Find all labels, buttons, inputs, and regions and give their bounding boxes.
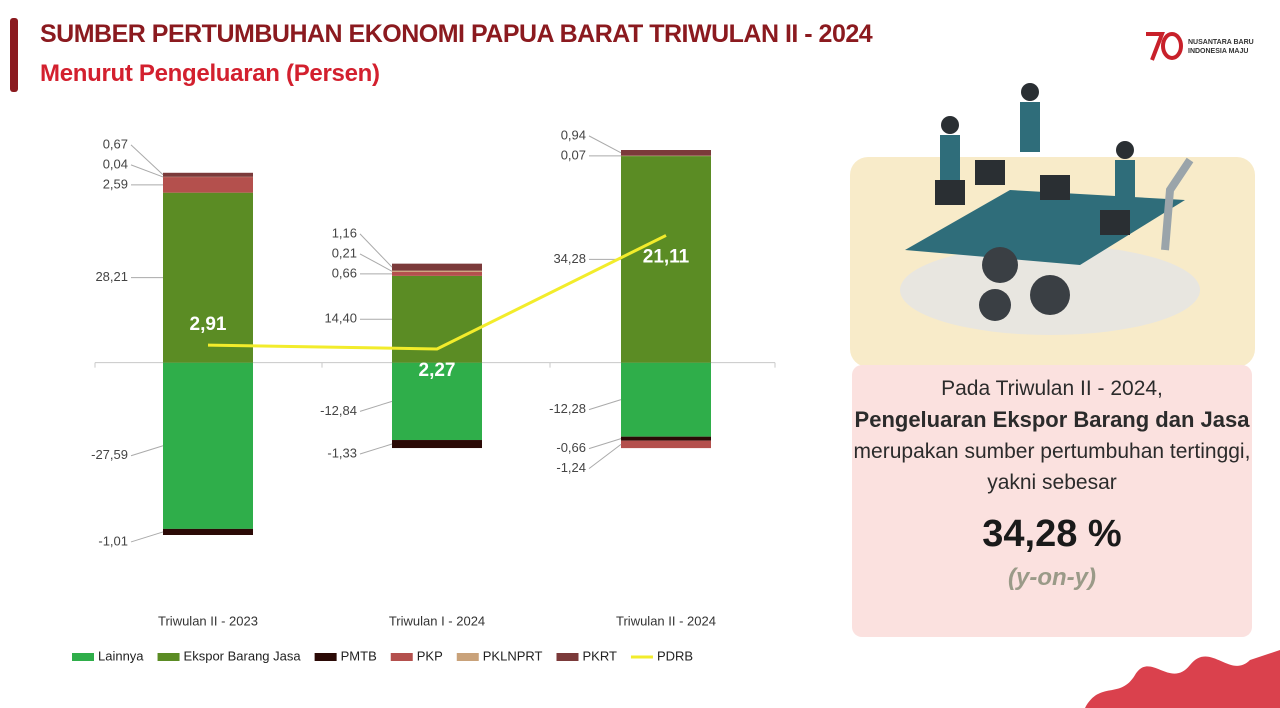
logo-nine — [1161, 32, 1183, 60]
data-label: 0,67 — [103, 136, 128, 151]
worker — [940, 135, 960, 180]
data-label: -27,59 — [91, 447, 128, 462]
worker — [1021, 83, 1039, 101]
data-label: 1,16 — [332, 225, 357, 240]
data-label: -1,01 — [98, 533, 128, 548]
logo-text: NUSANTARA BARU INDONESIA MAJU — [1188, 39, 1254, 55]
x-tick-label: Triwulan II - 2024 — [616, 613, 716, 628]
panel-text: merupakan sumber pertumbuhan tertinggi, … — [853, 440, 1251, 494]
summary-panel: Pada Triwulan II - 2024, Pengeluaran Eks… — [852, 365, 1252, 637]
x-tick-label: Triwulan I - 2024 — [389, 613, 485, 628]
line-label: 2,27 — [419, 360, 456, 381]
legend-label: PKRT — [583, 648, 617, 663]
data-label: 0,04 — [103, 156, 128, 171]
legend-swatch — [72, 653, 94, 661]
leader-line — [130, 531, 164, 543]
leader-line — [588, 443, 622, 470]
box — [1040, 175, 1070, 200]
bar-segment — [163, 172, 253, 177]
bar-segment — [621, 440, 711, 449]
gear — [979, 289, 1011, 321]
data-label: 14,40 — [324, 311, 357, 326]
box — [935, 180, 965, 205]
worker — [1116, 141, 1134, 159]
logo-mark — [1146, 32, 1183, 61]
leader-line — [130, 445, 164, 457]
data-label: -12,84 — [320, 403, 357, 418]
bar-segment — [163, 362, 253, 529]
data-label: 0,07 — [561, 147, 586, 162]
bar-segment — [392, 271, 482, 276]
leader-line — [588, 399, 622, 411]
leader-line — [359, 400, 393, 412]
worker — [941, 116, 959, 134]
decor-wave — [1085, 650, 1280, 708]
logo-seven — [1146, 32, 1165, 61]
legend-label: PDRB — [657, 648, 693, 663]
gear — [1030, 275, 1070, 315]
gear — [982, 247, 1018, 283]
box — [1100, 210, 1130, 235]
bar-segment — [163, 177, 253, 193]
leader-line — [588, 438, 622, 450]
bar-segment — [621, 436, 711, 441]
legend-swatch — [556, 653, 579, 661]
legend-label: PKLNPRT — [483, 648, 543, 663]
legend-label: PMTB — [341, 648, 377, 663]
legend-label: Lainnya — [98, 648, 144, 663]
leader-line — [359, 443, 393, 455]
data-label: -1,24 — [556, 460, 586, 475]
data-label: 34,28 — [553, 251, 586, 266]
title: SUMBER PERTUMBUHAN EKONOMI PAPUA BARAT T… — [40, 20, 873, 48]
bar-segment — [392, 440, 482, 449]
bar-segment — [392, 263, 482, 271]
data-label: 0,94 — [561, 127, 586, 142]
illustration — [900, 83, 1200, 335]
bar-segment — [163, 192, 253, 363]
bar-segment — [621, 362, 711, 437]
leader-line — [130, 144, 164, 176]
conveyor — [905, 190, 1185, 265]
title-accent — [10, 18, 18, 92]
data-label: -0,66 — [556, 440, 586, 455]
leader-line — [130, 164, 164, 178]
robot-arm — [1161, 157, 1194, 251]
data-label: -12,28 — [549, 401, 586, 416]
line-series — [207, 234, 667, 351]
data-label: 2,59 — [103, 176, 128, 191]
panel-intro: Pada Triwulan II - 2024, — [941, 377, 1163, 400]
leader-line — [359, 233, 393, 268]
x-tick-label: Triwulan II - 2023 — [158, 613, 258, 628]
legend-label: PKP — [417, 648, 443, 663]
box — [975, 160, 1005, 185]
data-label: 0,66 — [332, 265, 357, 280]
data-label: 28,21 — [95, 269, 128, 284]
leader-line — [359, 253, 393, 272]
data-label: 0,21 — [332, 245, 357, 260]
bar-segment — [392, 362, 482, 441]
line-label: 2,91 — [190, 314, 227, 335]
subtitle: Menurut Pengeluaran (Persen) — [40, 60, 380, 87]
legend-swatch — [456, 653, 479, 661]
data-label: -1,33 — [327, 445, 357, 460]
bar-segment — [163, 528, 253, 535]
worker — [1115, 160, 1135, 205]
legend-swatch — [157, 653, 180, 661]
panel-note: (y-on-y) — [1008, 564, 1096, 591]
panel-bg — [852, 365, 1252, 637]
worker — [1020, 102, 1040, 152]
legend-label: Ekspor Barang Jasa — [184, 648, 302, 663]
bar-segment — [621, 156, 711, 363]
bar-segment — [621, 150, 711, 156]
leader-line — [588, 135, 622, 154]
line-label: 21,11 — [643, 246, 690, 267]
panel-highlight: Pengeluaran Ekspor Barang dan Jasa — [854, 407, 1250, 432]
legend-swatch — [314, 653, 337, 661]
panel-value: 34,28 % — [982, 513, 1122, 555]
bar-segment — [392, 270, 482, 272]
legend-swatch — [390, 653, 413, 661]
